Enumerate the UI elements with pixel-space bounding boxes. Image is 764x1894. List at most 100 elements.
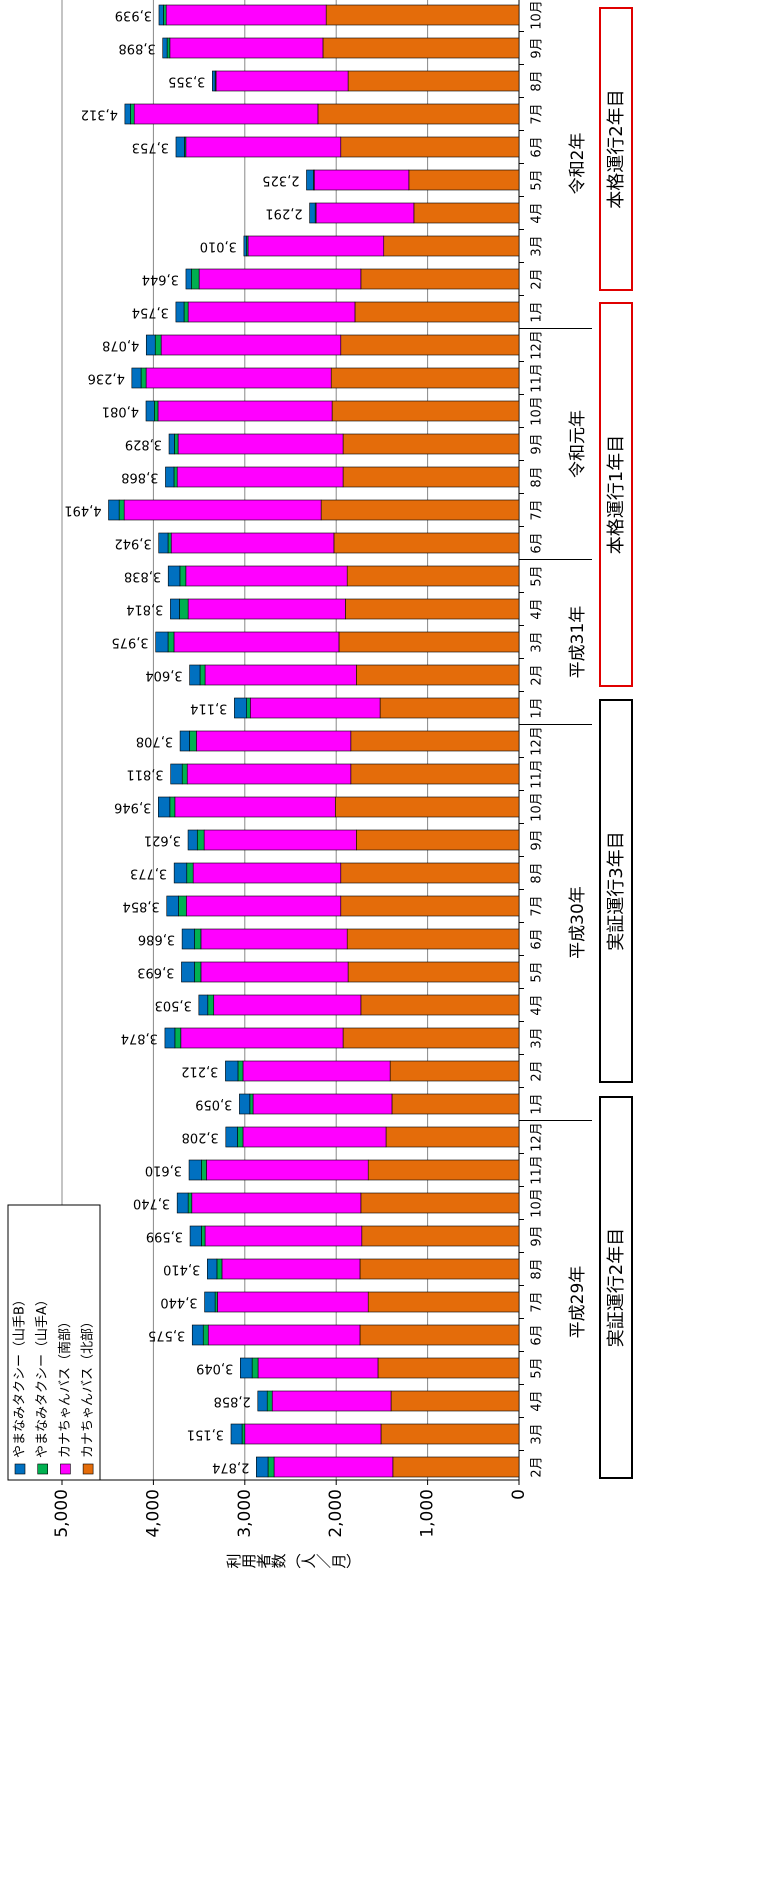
bar-segment	[189, 664, 201, 686]
bar-segment	[234, 697, 247, 719]
bar-segment	[198, 268, 362, 290]
x-tick-label: 9月	[530, 1225, 545, 1246]
bar-segment	[391, 1093, 520, 1115]
data-label: 4,491	[64, 503, 101, 518]
x-tick-label: 10月	[530, 792, 545, 822]
bar-segment	[196, 730, 352, 752]
bar-segment	[237, 1126, 244, 1148]
bar-segment	[165, 466, 175, 488]
bar-segment	[317, 103, 520, 125]
bar-segment	[360, 268, 520, 290]
data-label: 3,708	[136, 734, 173, 749]
bar-segment	[187, 598, 346, 620]
year-label: 令和元年	[568, 410, 588, 478]
x-tick-label: 5月	[530, 961, 545, 982]
data-label: 3,942	[114, 536, 151, 551]
bar-segment	[214, 1291, 218, 1313]
bar-segment	[243, 235, 247, 257]
bar-segment	[380, 1423, 520, 1445]
bar-segment	[169, 37, 324, 59]
bar-segment	[390, 1390, 520, 1412]
data-label: 3,503	[155, 998, 192, 1013]
period-box	[599, 699, 633, 1083]
bar-segment	[212, 70, 216, 92]
bar-segment	[345, 598, 520, 620]
bar-segment	[164, 1027, 176, 1049]
bar-segment	[108, 499, 120, 521]
data-label: 3,604	[145, 668, 182, 683]
y-axis-title: 利用者数（人／月）	[226, 1553, 361, 1571]
bar-segment	[322, 37, 520, 59]
bar-segment	[383, 235, 520, 257]
bar-segment	[315, 202, 415, 224]
x-tick-label: 11月	[530, 1155, 545, 1185]
data-label: 3,010	[200, 239, 237, 254]
bar-segment	[256, 1456, 269, 1478]
bar-segment	[213, 994, 362, 1016]
bar-segment	[123, 499, 322, 521]
x-tick-label: 3月	[530, 631, 545, 652]
bar-segment	[154, 334, 162, 356]
legend-label: やまなみタクシー（山手B）	[13, 1293, 28, 1458]
bar-segment	[185, 136, 342, 158]
bar-segment	[251, 1357, 259, 1379]
bar-segment	[204, 664, 357, 686]
bar-segment	[207, 994, 215, 1016]
bar-segment	[186, 862, 194, 884]
period-label: 実証運行2年目	[606, 1228, 627, 1347]
data-label: 3,212	[181, 1064, 218, 1079]
bar-segment	[189, 730, 197, 752]
bar-segment	[200, 961, 349, 983]
bar-segment	[350, 730, 520, 752]
data-label: 3,693	[137, 965, 174, 980]
bar-segment	[185, 268, 192, 290]
data-label: 4,312	[81, 107, 118, 122]
data-label: 3,939	[115, 8, 152, 23]
bar-segment	[257, 1390, 268, 1412]
bar-segment	[131, 367, 142, 389]
bar-segment	[191, 268, 200, 290]
bar-segment	[196, 829, 205, 851]
bar-segment	[325, 4, 520, 26]
bar-segment	[385, 1126, 520, 1148]
bar-segment	[176, 466, 344, 488]
bar-segment	[192, 862, 342, 884]
bar-segment	[124, 103, 131, 125]
bar-segment	[186, 895, 342, 917]
bar-segment	[203, 829, 357, 851]
x-tick-label: 2月	[530, 1456, 545, 1477]
bar-segment	[158, 532, 169, 554]
bar-segment	[242, 1126, 387, 1148]
x-tick-label: 11月	[530, 759, 545, 789]
bar-segment	[185, 565, 348, 587]
x-tick-label: 7月	[530, 499, 545, 520]
bar-segment	[247, 235, 385, 257]
bar-segment	[215, 70, 349, 92]
x-tick-label: 7月	[530, 895, 545, 916]
bar-segment	[173, 466, 178, 488]
bar-segment	[188, 1159, 202, 1181]
bar-segment	[202, 1324, 209, 1346]
bar-segment	[204, 1225, 363, 1247]
x-tick-label: 9月	[530, 37, 545, 58]
data-label: 3,753	[132, 140, 169, 155]
x-tick-label: 9月	[530, 433, 545, 454]
bar-segment	[154, 400, 159, 422]
x-tick-label: 3月	[530, 1027, 545, 1048]
bar-segment	[170, 598, 180, 620]
bar-segment	[346, 565, 520, 587]
year-label: 平成29年	[568, 1266, 588, 1339]
y-tick-label: 1,000	[418, 1489, 438, 1538]
period-label: 実証運行3年目	[606, 831, 627, 950]
bar-segment	[160, 334, 342, 356]
y-tick-label: 3,000	[235, 1489, 255, 1538]
bar-segment	[320, 499, 520, 521]
bar-segment	[342, 1027, 520, 1049]
data-label: 3,440	[160, 1295, 197, 1310]
bar-segment	[408, 169, 520, 191]
x-tick-label: 4月	[530, 1390, 545, 1411]
bar-segment	[180, 1027, 344, 1049]
y-tick-label: 2,000	[326, 1489, 346, 1538]
bar-segment	[333, 532, 520, 554]
